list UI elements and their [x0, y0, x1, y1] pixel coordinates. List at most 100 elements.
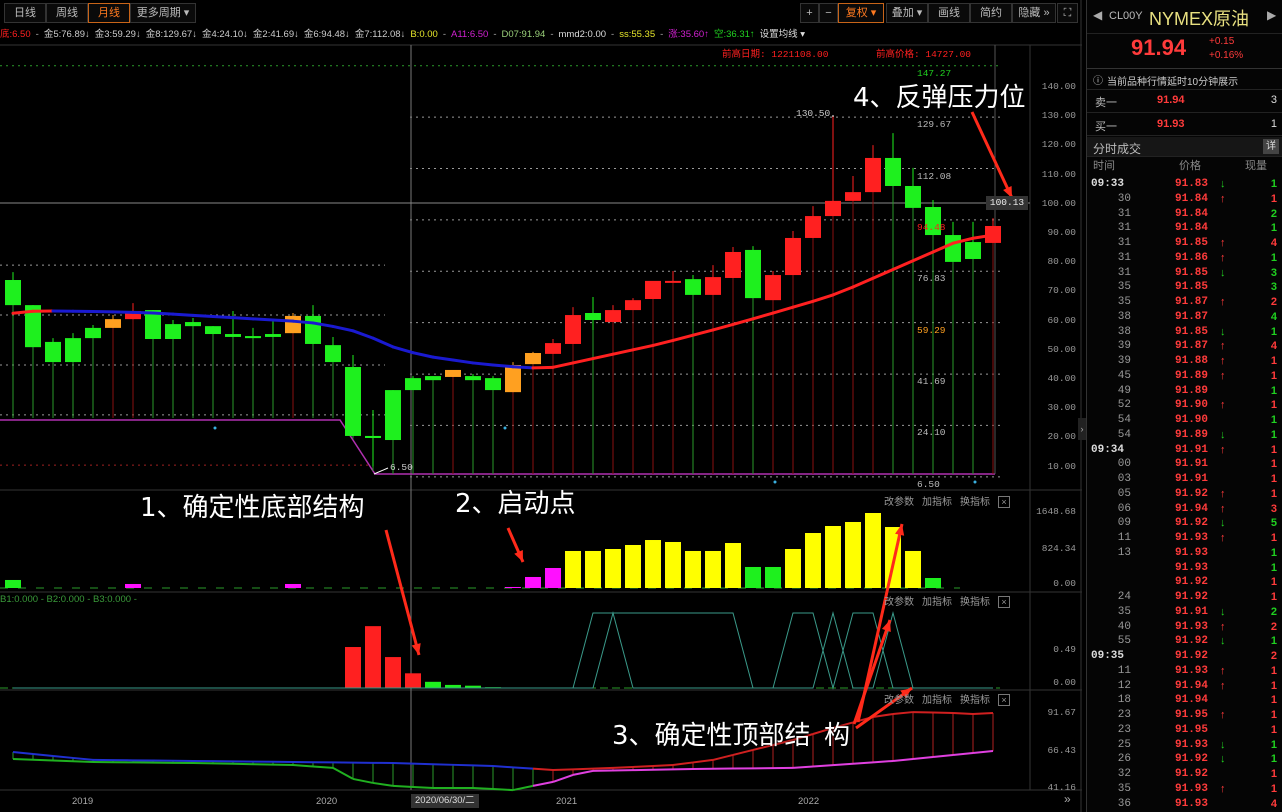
trade-volume: 4: [1270, 237, 1277, 249]
trade-time: 35: [1117, 296, 1131, 308]
prev-symbol-icon[interactable]: ◀: [1093, 8, 1103, 22]
edit-params-button[interactable]: 改参数: [884, 695, 914, 706]
trade-time: 54: [1117, 428, 1131, 441]
trade-time: 52: [1117, 399, 1131, 412]
moving-average-segment: [551, 361, 575, 369]
trade-row: 12 91.94 ↑ 1: [1087, 679, 1282, 693]
next-symbol-icon[interactable]: ▶: [1267, 8, 1277, 22]
legend-item: -: [35, 29, 39, 40]
trade-row: 38 91.87 4: [1087, 310, 1282, 324]
candle: [25, 305, 41, 348]
candle: [865, 157, 881, 193]
simple-mode-button[interactable]: 简约: [970, 3, 1012, 23]
scroll-right-icon[interactable]: »: [1064, 792, 1071, 806]
trade-direction-icon: ↑: [1220, 251, 1226, 264]
edit-params-button[interactable]: 改参数: [884, 597, 914, 608]
moving-average-segment: [951, 236, 975, 245]
trend-lower-line: [72, 760, 94, 763]
period-week-button[interactable]: 周线: [46, 3, 88, 23]
add-indicator-button[interactable]: 加指标: [922, 597, 952, 608]
adjust-dropdown[interactable]: 复权 ▾: [838, 3, 884, 23]
trade-price: 91.84: [1175, 192, 1209, 205]
kline-chart[interactable]: [0, 0, 1082, 812]
trend-upper-line: [732, 748, 754, 756]
candle: [665, 280, 681, 283]
trade-price: 91.92: [1175, 768, 1209, 780]
moving-average-segment: [871, 268, 895, 280]
annotation-arrow: [384, 529, 421, 656]
trade-row: 91.93 1: [1087, 561, 1282, 575]
trade-price: 91.94: [1175, 502, 1209, 515]
trade-volume: 1: [1270, 222, 1277, 235]
legend-item: 金7:112.08↓: [354, 29, 406, 40]
moving-average-segment: [851, 276, 875, 289]
close-icon[interactable]: ×: [998, 694, 1010, 706]
trend-upper-line: [792, 733, 814, 741]
trade-row: 09:35 91.92 2: [1087, 649, 1282, 663]
trade-row: 03 91.91 1: [1087, 472, 1282, 486]
trend-lower-line: [852, 761, 874, 765]
candle: [785, 237, 801, 276]
overlay-dropdown[interactable]: 叠加 ▾: [886, 3, 928, 23]
moving-average-segment: [591, 352, 615, 361]
trade-volume: 2: [1270, 207, 1277, 220]
trend-upper-line: [592, 766, 614, 770]
zoom-in-button[interactable]: +: [800, 3, 819, 23]
switch-indicator-button[interactable]: 换指标: [960, 695, 990, 706]
trade-price: 91.87: [1175, 310, 1209, 323]
trade-volume: 1: [1270, 782, 1277, 795]
draw-line-button[interactable]: 画线: [928, 3, 970, 23]
legend-item: D07:91.94: [501, 29, 546, 40]
candle: [285, 315, 301, 334]
delay-notice: ⓘ 当前品种行情延时10分钟展示: [1087, 68, 1282, 90]
volume-bar: [505, 586, 521, 588]
hide-button[interactable]: 隐藏 »: [1012, 3, 1056, 23]
collapse-panel-handle[interactable]: ›: [1078, 418, 1086, 440]
signal-dot: [773, 480, 777, 484]
trend-lower-line: [932, 753, 954, 758]
trade-volume: 5: [1270, 517, 1277, 530]
trade-direction-icon: ↑: [1220, 782, 1226, 795]
add-indicator-button[interactable]: 加指标: [922, 695, 952, 706]
trade-row: 09:33 91.83 ↓ 1: [1087, 177, 1282, 191]
moving-average-segment: [211, 315, 235, 320]
signal-bar: [445, 684, 461, 688]
ticks-title-bar: 分时成交 详: [1087, 137, 1282, 157]
trade-direction-icon: ↑: [1220, 340, 1226, 353]
volume-bar: [905, 550, 921, 588]
switch-indicator-button[interactable]: 换指标: [960, 497, 990, 508]
candle: [265, 334, 281, 337]
edit-params-button[interactable]: 改参数: [884, 497, 914, 508]
zoom-out-button[interactable]: −: [819, 3, 838, 23]
detail-button[interactable]: 详: [1263, 139, 1279, 154]
close-icon[interactable]: ×: [998, 596, 1010, 608]
arrowhead-icon: [411, 643, 421, 655]
trade-time: 35: [1117, 782, 1131, 795]
signal-bar: [425, 681, 441, 688]
trade-price: 91.88: [1175, 355, 1209, 367]
trend-lower-line: [292, 763, 314, 768]
legend-item[interactable]: 设置均线 ▾: [759, 29, 806, 40]
trade-volume: 4: [1270, 340, 1277, 353]
period-day-button[interactable]: 日线: [4, 3, 46, 23]
trend-panel-buttons: 改参数 加指标 换指标 ×: [884, 694, 1018, 707]
signal-axis-label: 0.00: [1053, 677, 1076, 688]
trade-volume: 1: [1270, 369, 1277, 382]
fullscreen-icon[interactable]: ⛶: [1057, 3, 1078, 23]
more-periods-dropdown[interactable]: 更多周期 ▾: [130, 3, 196, 23]
trade-time: 12: [1117, 679, 1131, 692]
annotation-top-structure-cont: 构: [824, 721, 851, 751]
trend-upper-line: [452, 763, 474, 767]
trade-time: 23: [1117, 723, 1131, 736]
add-indicator-button[interactable]: 加指标: [922, 497, 952, 508]
signal-bar: [345, 647, 361, 688]
trade-volume: 1: [1270, 709, 1277, 721]
close-icon[interactable]: ×: [998, 496, 1010, 508]
period-month-button[interactable]: 月线: [88, 3, 130, 23]
candle: [885, 157, 901, 186]
trade-volume: 1: [1270, 443, 1277, 456]
trade-price: 91.93: [1175, 620, 1209, 633]
switch-indicator-button[interactable]: 换指标: [960, 597, 990, 608]
volume-bar: [585, 550, 601, 588]
price-tick: 100.00: [1041, 197, 1076, 209]
